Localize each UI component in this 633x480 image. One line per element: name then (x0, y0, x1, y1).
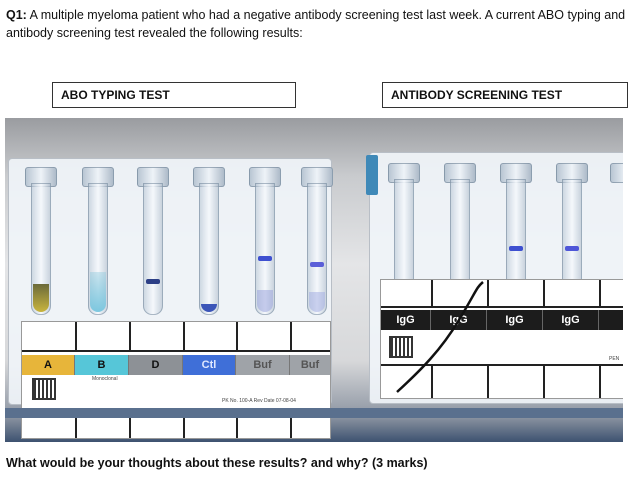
tube-igg3 (506, 179, 526, 299)
gel-card-photo: A B D Ctl Buf Buf Monoclonal PK No. 100-… (5, 118, 623, 442)
reagent-cell-d: D (129, 355, 183, 375)
antibody-gel-card: IgG IgG IgG IgG PEN (366, 152, 623, 404)
lot-text: PK No. 100-A Rev Date 07-08-04 (222, 398, 296, 404)
cross-out-stroke (396, 281, 484, 393)
reagent-cell-ctl: Ctl (183, 355, 236, 375)
tube-cap (610, 163, 623, 183)
antibody-screening-label: ANTIBODY SCREENING TEST (391, 88, 563, 102)
tube-buf2 (307, 183, 327, 315)
reagent-cell-igg3: IgG (487, 310, 543, 330)
tube-a (31, 183, 51, 315)
abo-reagent-strip: A B D Ctl Buf Buf (22, 355, 330, 375)
antibody-card-label: IgG IgG IgG IgG PEN (380, 279, 623, 399)
reagent-cell-b: B (75, 355, 129, 375)
antibody-reagent-strip: IgG IgG IgG IgG (381, 310, 623, 330)
question-text: Q1: A multiple myeloma patient who had a… (6, 6, 626, 42)
barcode-icon (389, 336, 413, 358)
abo-typing-box: ABO TYPING TEST (52, 82, 296, 108)
barcode-icon (32, 378, 56, 400)
edge-text: PEN (609, 356, 620, 362)
antibody-screening-box: ANTIBODY SCREENING TEST (382, 82, 628, 108)
abo-card-label: A B D Ctl Buf Buf Monoclonal PK No. 100-… (21, 321, 331, 439)
footer-question: What would be your thoughts about these … (6, 456, 428, 470)
tube-ctl (199, 183, 219, 315)
abo-typing-label: ABO TYPING TEST (61, 88, 170, 102)
tube-buf1 (255, 183, 275, 315)
reagent-cell-igg1: IgG (381, 310, 431, 330)
reagent-cell-igg4: IgG (543, 310, 599, 330)
reagent-cell-buf2: Buf (290, 355, 330, 375)
abo-gel-card: A B D Ctl Buf Buf Monoclonal PK No. 100-… (8, 158, 333, 439)
monoclonal-text: Monoclonal (92, 376, 118, 382)
question-number: Q1: (6, 8, 27, 22)
tube-d (143, 183, 163, 315)
tube-b (88, 183, 108, 315)
tube-igg4 (562, 179, 582, 299)
reagent-cell-buf1: Buf (236, 355, 290, 375)
question-body: A multiple myeloma patient who had a neg… (6, 8, 626, 40)
reagent-cell-a: A (22, 355, 75, 375)
